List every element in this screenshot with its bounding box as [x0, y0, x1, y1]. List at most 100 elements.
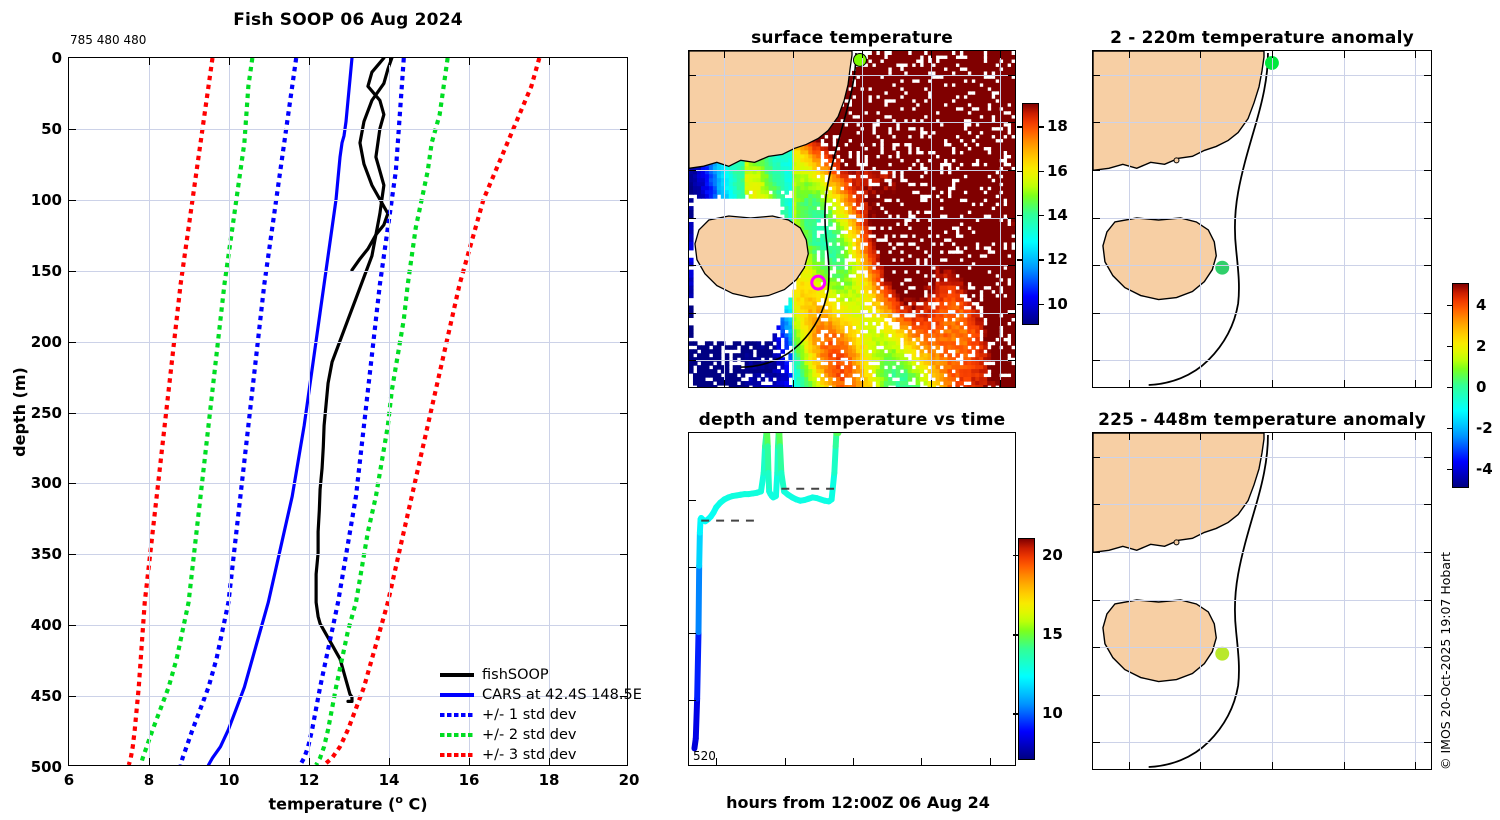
- ytick-mark: [69, 199, 76, 201]
- xtick-mark: [921, 758, 923, 765]
- legend-item: fishSOOP: [440, 665, 642, 685]
- profile-ytick-label: 300: [30, 474, 62, 493]
- profile-series--3-std-dev: [322, 57, 542, 767]
- gridline-horizontal: [1093, 74, 1431, 76]
- profile-ytick-label: 100: [30, 190, 62, 209]
- ytick-mark: [69, 412, 76, 414]
- gridline-horizontal: [689, 312, 1015, 314]
- ytick-mark-right: [1424, 122, 1431, 124]
- gridline-horizontal: [1093, 122, 1431, 124]
- profile-xlabel-post: C): [402, 794, 428, 814]
- gridline-horizontal: [1093, 552, 1431, 553]
- anomaly-marker-south: [1215, 260, 1230, 275]
- ytick-mark-right: [620, 412, 627, 414]
- ytick-mark-right: [620, 696, 627, 698]
- sst-ytick-label: -43: [688, 305, 689, 321]
- xtick-mark: [1128, 380, 1130, 387]
- ytick-mark: [69, 554, 76, 556]
- anomaly-ytick-label: -38: [1092, 67, 1093, 83]
- legend-label: +/- 2 std dev: [482, 727, 577, 743]
- timeseries-colorbar-label: 20: [1042, 545, 1063, 564]
- anomaly-ytick-label: -41: [1092, 210, 1093, 226]
- anomaly-xtick-label: 154: [1400, 769, 1429, 770]
- xtick-mark-top: [723, 51, 725, 58]
- anomaly-ytick-label: -44: [1092, 352, 1093, 368]
- anomaly-ytick-label: -42: [1092, 257, 1093, 273]
- ytick-mark-right: [1424, 360, 1431, 362]
- ytick-mark: [689, 360, 696, 362]
- sst-colorbar-label: 12: [1047, 250, 1068, 269]
- colorbar-tick: [1038, 215, 1044, 217]
- profile-xtick-label: 18: [538, 771, 560, 789]
- gridline-horizontal: [1093, 647, 1431, 649]
- xtick-mark-top: [1271, 433, 1273, 440]
- gridline-vertical: [469, 58, 470, 765]
- gridline-vertical: [1200, 433, 1202, 769]
- anomaly-xtick-label: 146: [1114, 387, 1143, 388]
- profile-series--3-std-dev: [126, 57, 215, 766]
- ytick-mark-right: [1424, 742, 1431, 744]
- sst-colorbar: 18 16 14 12 10: [1017, 103, 1068, 325]
- gridline-vertical: [1415, 433, 1417, 769]
- xtick-mark-top: [1343, 51, 1345, 58]
- gridline-horizontal: [689, 74, 1015, 76]
- ytick-mark-right: [1424, 504, 1431, 506]
- ytick-mark-right: [620, 341, 627, 343]
- gridline-horizontal: [69, 483, 627, 485]
- xtick-mark: [1343, 380, 1345, 387]
- sst-colorbar-label: 18: [1047, 117, 1068, 136]
- profile-xtick-label: 20: [618, 771, 640, 789]
- ytick-mark-right: [1424, 217, 1431, 219]
- ytick-mark: [689, 265, 696, 267]
- profile-ytick-label: 450: [30, 687, 62, 706]
- timeseries-ytick-label: 0: [688, 432, 689, 442]
- legend-marker--3-std-dev: [440, 753, 474, 757]
- profile-ytick-label: 150: [30, 261, 62, 280]
- xtick-mark: [861, 380, 863, 387]
- profile-ytick-label: 200: [30, 332, 62, 351]
- timeseries-xtick-label: 10: [979, 765, 1000, 766]
- anomaly-xtick-label: 150: [1257, 769, 1286, 770]
- ytick-mark-right: [1008, 265, 1015, 267]
- ytick-mark: [1093, 312, 1100, 314]
- ytick-mark: [689, 633, 696, 635]
- profile-series--2-std-dev: [314, 57, 450, 767]
- legend-item: +/- 1 std dev: [440, 705, 642, 725]
- sst-panel-title: surface temperature: [751, 28, 953, 48]
- profile-plot-area: 6 8 10 12 14 16 18 20 0 50 100 150 200 250 300 350 400 45…: [31, 49, 640, 789]
- profile-xtick-label: 16: [458, 771, 480, 789]
- colorbar-tick: [1038, 259, 1044, 261]
- gridline-horizontal: [689, 265, 1015, 267]
- xtick-mark: [229, 758, 230, 765]
- depth-track-segment: [695, 562, 703, 636]
- gridline-horizontal: [1093, 170, 1431, 171]
- xtick-mark-top: [1415, 51, 1417, 58]
- xtick-mark-top: [792, 51, 794, 58]
- profile-xlabel-pre: temperature (: [268, 794, 396, 814]
- profile-xlabel: temperature (o C): [68, 793, 628, 813]
- ytick-mark-right: [620, 270, 627, 272]
- colorbar-tick-left: [1017, 170, 1023, 172]
- gridline-horizontal: [1093, 217, 1431, 219]
- xtick-mark-top: [1128, 51, 1130, 58]
- sst-colorbar-label: 16: [1047, 161, 1068, 180]
- anomaly-ytick-label: -43: [1092, 687, 1093, 703]
- anomaly-colorbar-label: 2: [1476, 336, 1487, 355]
- xtick-mark-top: [229, 58, 230, 65]
- gridline-horizontal: [69, 199, 627, 201]
- xtick-mark-top: [1200, 433, 1202, 440]
- sst-ytick-label: -40: [688, 162, 689, 178]
- depth-track-segment: [772, 469, 781, 500]
- profile-series--2-std-dev: [138, 57, 255, 766]
- colorbar-tick-left: [1447, 345, 1453, 347]
- gridline-vertical: [549, 58, 550, 765]
- xtick-mark: [1200, 762, 1202, 769]
- ytick-mark: [1093, 74, 1100, 76]
- mainland-landmass: [689, 51, 853, 169]
- ytick-mark: [1093, 265, 1100, 267]
- profile-panel-title: Fish SOOP 06 Aug 2024: [233, 10, 463, 30]
- xtick-mark: [784, 758, 786, 765]
- small-island: [1173, 157, 1180, 164]
- ytick-mark-right: [1424, 552, 1431, 553]
- legend-item: +/- 2 std dev: [440, 725, 642, 745]
